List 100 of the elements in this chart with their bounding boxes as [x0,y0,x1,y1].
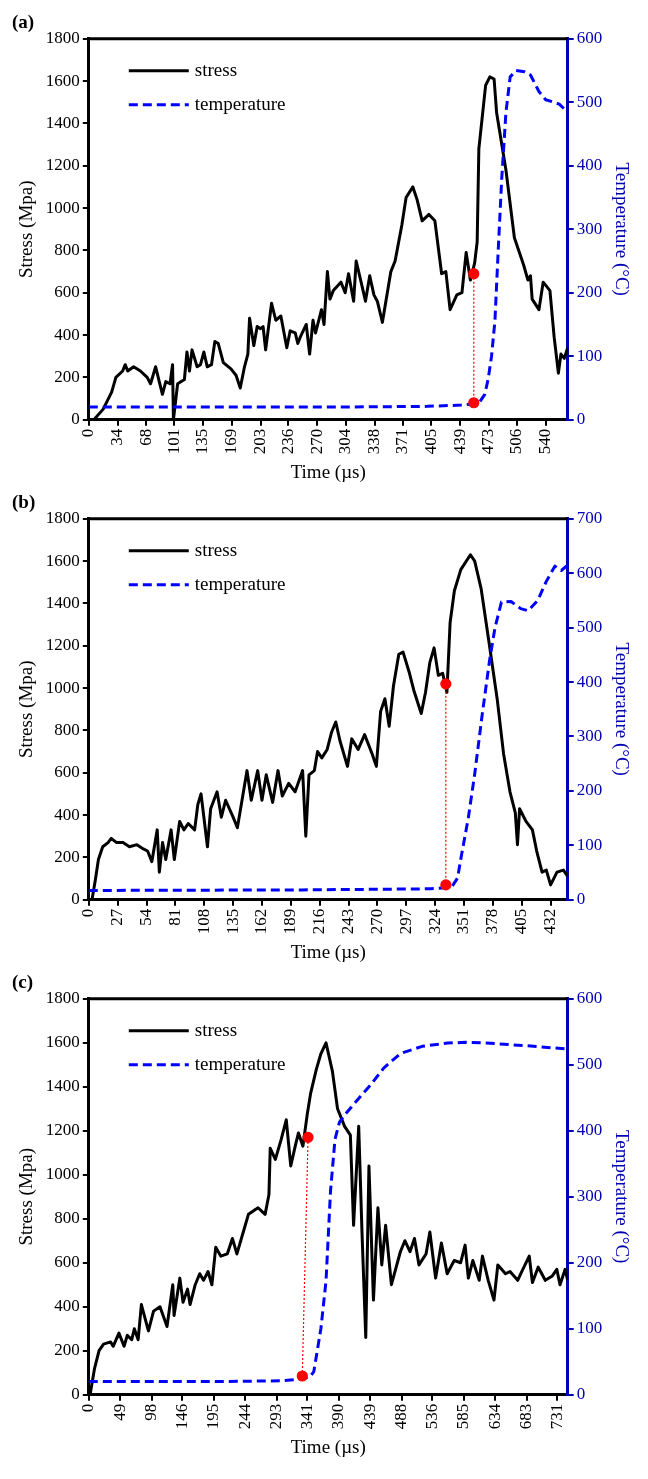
legend-label: stress [194,538,238,560]
y-tick-label: 600 [54,282,80,302]
x-tick-label: 270 [366,908,386,935]
y2-tick-label: 100 [576,345,603,365]
x-tick-label: 304 [335,428,355,455]
x-tick-label: 236 [277,428,297,455]
x-tick-label: 146 [171,1403,191,1430]
y-tick-label: 1600 [45,550,80,570]
x-tick-label: 135 [192,428,212,455]
chart-title: (b) [12,491,36,514]
y2-tick-label: 700 [576,508,603,528]
y-tick-label: 400 [54,804,80,824]
y2-tick-label: 600 [576,28,603,48]
y-axis-title: Stress (Mpa) [15,1147,38,1246]
y2-tick-label: 0 [576,1384,586,1404]
x-axis-title: Time (µs) [290,1435,366,1458]
x-tick-label: 216 [309,908,329,935]
y-tick-label: 800 [54,239,80,259]
y2-tick-label: 500 [576,91,603,111]
x-tick-label: 162 [251,908,271,935]
x-axis-title: Time (µs) [290,940,366,963]
x-tick-label: 731 [546,1403,566,1430]
y2-tick-label: 200 [576,1252,603,1272]
x-tick-label: 506 [506,428,526,455]
y2-tick-label: 600 [576,562,603,582]
x-tick-label: 169 [221,428,241,455]
x-tick-label: 297 [395,908,415,935]
y-tick-label: 800 [54,1208,80,1228]
x-tick-label: 49 [109,1403,129,1421]
x-tick-label: 585 [453,1403,473,1430]
x-tick-label: 432 [540,908,560,935]
y-tick-label: 1000 [45,1164,80,1184]
y-tick-label: 1400 [45,1076,80,1096]
x-tick-label: 488 [391,1403,411,1430]
y-tick-label: 1800 [45,28,80,48]
x-tick-label: 390 [328,1403,348,1430]
y-tick-label: 600 [54,1252,80,1272]
x-tick-label: 473 [478,428,498,455]
y2-tick-label: 200 [576,780,603,800]
x-tick-label: 378 [482,908,502,935]
chart-title: (c) [12,971,34,994]
x-tick-label: 27 [107,908,127,926]
y-tick-label: 200 [54,1340,80,1360]
x-tick-label: 203 [250,428,270,455]
y2-tick-label: 500 [576,617,603,637]
x-tick-label: 34 [107,428,127,446]
y2-tick-label: 100 [576,834,603,854]
y-tick-label: 0 [71,409,80,429]
legend-label: temperature [194,92,286,114]
y-tick-label: 1000 [45,677,80,697]
x-tick-label: 634 [484,1403,504,1430]
x-tick-label: 189 [280,908,300,935]
y2-axis-title: Temperature (°C) [610,162,633,296]
y2-axis-title: Temperature (°C) [610,642,633,776]
x-tick-label: 338 [364,428,384,455]
x-tick-label: 0 [78,1403,98,1413]
y-tick-label: 1200 [45,155,80,175]
x-tick-label: 405 [420,428,440,455]
x-tick-label: 341 [296,1403,316,1430]
y-tick-label: 1400 [45,592,80,612]
y2-tick-label: 100 [576,1318,603,1338]
y2-tick-label: 200 [576,282,603,302]
x-tick-label: 405 [511,908,531,935]
y2-tick-label: 0 [576,409,586,429]
x-tick-label: 244 [234,1403,254,1430]
x-tick-label: 324 [424,908,444,935]
x-tick-label: 0 [78,908,98,918]
x-tick-label: 439 [449,428,469,455]
y-axis-title: Stress (Mpa) [15,180,38,279]
y-tick-label: 800 [54,719,80,739]
x-axis-title: Time (µs) [290,460,366,483]
y2-tick-label: 300 [576,218,603,238]
y-tick-label: 1800 [45,508,80,528]
x-tick-label: 351 [453,908,473,935]
y2-tick-label: 300 [576,725,603,745]
y-tick-label: 1000 [45,197,80,217]
y-tick-label: 1600 [45,70,80,90]
x-tick-label: 540 [535,428,555,455]
y2-axis-title: Temperature (°C) [610,1130,633,1264]
legend-label: temperature [194,572,286,594]
x-tick-label: 81 [164,908,184,926]
y-tick-label: 0 [71,889,80,909]
y2-tick-label: 400 [576,155,603,175]
y2-tick-label: 300 [576,1186,603,1206]
x-tick-label: 108 [193,908,213,935]
y-tick-label: 200 [54,366,80,386]
x-tick-label: 195 [203,1403,223,1430]
y-tick-label: 200 [54,846,80,866]
x-tick-label: 371 [392,428,412,455]
x-tick-label: 293 [266,1403,286,1430]
x-tick-label: 439 [359,1403,379,1430]
x-tick-label: 135 [222,908,242,935]
x-tick-label: 243 [338,908,358,935]
chart-title: (a) [12,11,35,34]
y-axis-title: Stress (Mpa) [15,660,38,759]
y-tick-label: 1400 [45,112,80,132]
legend-label: temperature [194,1052,286,1074]
y-tick-label: 400 [54,324,80,344]
x-tick-label: 0 [78,428,98,438]
x-tick-label: 98 [141,1403,161,1421]
